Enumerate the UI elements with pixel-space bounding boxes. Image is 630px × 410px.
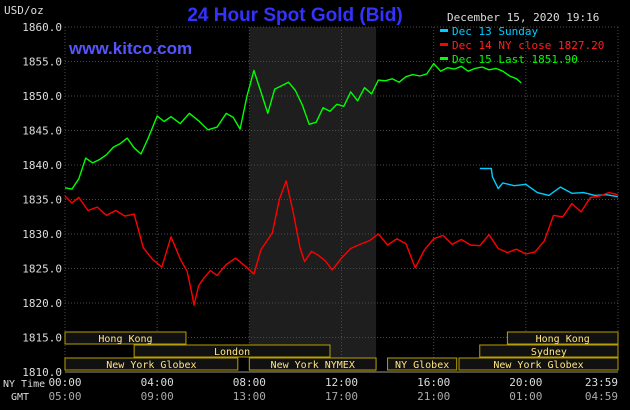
y-tick-labels: 1810.0 1815.0 1820.0 1825.0 1830.0 1835.0 1840… (22, 21, 62, 379)
y-tick-label: 1835.0 (22, 194, 62, 207)
legend: Dec 13 Sunday Dec 14 NY close 1827.20 De… (440, 25, 604, 66)
session-box (387, 357, 458, 371)
chart-title: 24 Hour Spot Gold (Bid) (187, 5, 402, 26)
session-label: New York NYMEX (271, 360, 355, 371)
session-label: Hong Kong (98, 334, 152, 345)
nymex-session-band (249, 27, 377, 372)
x-tick-label-ny: 00:00 (48, 376, 81, 389)
session-label: New York Globex (493, 360, 583, 371)
series-dec15-line (64, 62, 522, 190)
x-tick-label-gmt: 21:00 (417, 390, 450, 403)
ny-time-row-label: NY Time (3, 379, 45, 390)
x-tick-label-gmt: 05:00 (48, 390, 81, 403)
y-tick-label: 1855.0 (22, 56, 62, 69)
series-dec14-line (64, 180, 618, 306)
y-tick-label: 1820.0 (22, 297, 62, 310)
session-box (64, 331, 187, 345)
session-label: Sydney (531, 347, 567, 358)
x-tick-label-gmt: 04:59 (585, 390, 618, 403)
series-lines (64, 62, 618, 306)
session-label: New York Globex (106, 360, 196, 371)
x-tick-label-ny: 23:59 (585, 376, 618, 389)
y-tick-label: 1815.0 (22, 332, 62, 345)
legend-swatch-dec14 (440, 43, 448, 46)
session-box (133, 344, 331, 358)
x-tick-label-gmt: 01:00 (509, 390, 542, 403)
legend-swatch-dec13 (440, 29, 448, 32)
session-box (506, 331, 619, 345)
grid-lines (64, 26, 619, 373)
legend-swatch-dec15 (440, 57, 448, 60)
session-label: Hong Kong (536, 334, 590, 345)
x-tick-labels: 00:00 04:00 08:00 12:00 16:00 20:00 23:59 05:00… (48, 376, 618, 403)
session-label: NY Globex (395, 360, 449, 371)
x-tick-label-gmt: 09:00 (141, 390, 174, 403)
x-tick-label-ny: 16:00 (417, 376, 450, 389)
session-box (458, 357, 619, 371)
gmt-row-label: GMT (11, 392, 29, 403)
market-session-boxes: Hong Kong Hong Kong London Sydney New York G… (64, 331, 619, 371)
y-axis-label: USD/oz (4, 4, 44, 17)
legend-dec13: Dec 13 Sunday (452, 25, 538, 38)
legend-dec15: Dec 15 Last 1851.90 (452, 53, 578, 66)
y-tick-label: 1850.0 (22, 90, 62, 103)
series-dec13-line (479, 167, 618, 198)
session-label: London (214, 347, 250, 358)
website-label: www.kitco.com (68, 39, 192, 58)
y-tick-label: 1860.0 (22, 21, 62, 34)
y-tick-label: 1825.0 (22, 263, 62, 276)
x-tick-label-ny: 04:00 (141, 376, 174, 389)
y-tick-label: 1845.0 (22, 125, 62, 138)
x-tick-label-gmt: 17:00 (325, 390, 358, 403)
x-tick-label-gmt: 13:00 (233, 390, 266, 403)
timestamp: December 15, 2020 19:16 (447, 11, 599, 24)
y-tick-label: 1830.0 (22, 228, 62, 241)
session-box (64, 357, 239, 371)
session-box (479, 344, 619, 358)
x-tick-label-ny: 08:00 (233, 376, 266, 389)
y-tick-label: 1840.0 (22, 159, 62, 172)
x-tick-label-ny: 12:00 (325, 376, 358, 389)
x-tick-label-ny: 20:00 (509, 376, 542, 389)
y-tick-label: 1810.0 (22, 366, 62, 379)
legend-dec14: Dec 14 NY close 1827.20 (452, 39, 604, 52)
session-box (248, 357, 377, 371)
